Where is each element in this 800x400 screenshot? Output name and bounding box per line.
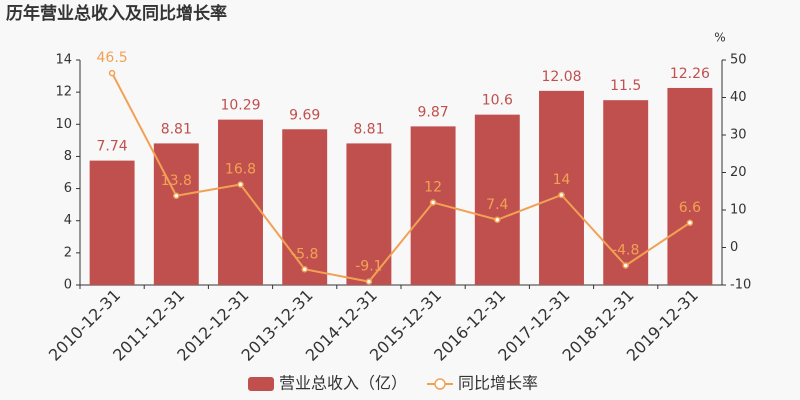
bar-value-label: 11.5 bbox=[610, 78, 641, 94]
bar bbox=[539, 90, 584, 285]
bar bbox=[603, 100, 649, 285]
line-point bbox=[494, 216, 501, 223]
y2-tick-label: 20 bbox=[730, 165, 747, 180]
y2-tick-label: -10 bbox=[730, 278, 751, 293]
y-tick-label: 10 bbox=[55, 117, 72, 132]
bar-value-label: 10.29 bbox=[220, 98, 260, 114]
line-value-label: -5.8 bbox=[291, 246, 318, 262]
bar bbox=[218, 119, 263, 285]
line-point bbox=[429, 199, 437, 206]
bar bbox=[89, 160, 135, 285]
line-point bbox=[237, 181, 244, 188]
line-point bbox=[108, 69, 116, 77]
line-value-label: 13.8 bbox=[161, 173, 192, 189]
line-point bbox=[558, 191, 565, 199]
y2-tick-label: 50 bbox=[730, 53, 747, 68]
y-tick-label: 0 bbox=[64, 278, 72, 293]
line-point bbox=[301, 266, 308, 273]
line-value-label: 46.5 bbox=[97, 50, 128, 66]
bar-value-label: 9.69 bbox=[289, 107, 320, 123]
line-value-label: -9.1 bbox=[355, 259, 382, 275]
bar-value-label: 8.81 bbox=[353, 121, 384, 137]
y2-tick-label: 10 bbox=[730, 203, 747, 218]
line-value-label: 16.8 bbox=[225, 162, 256, 178]
y-tick-label: 6 bbox=[64, 181, 72, 196]
y-tick-label: 14 bbox=[55, 53, 72, 68]
line-value-label: 12 bbox=[424, 180, 442, 196]
bar-value-label: 12.08 bbox=[541, 69, 581, 85]
legend-swatch bbox=[248, 377, 274, 391]
y-tick-label: 12 bbox=[55, 85, 72, 100]
line-value-label: 14 bbox=[553, 172, 571, 188]
y2-axis-label: % bbox=[714, 31, 725, 45]
y2-tick-label: 30 bbox=[730, 128, 747, 143]
y-tick-label: 4 bbox=[64, 213, 72, 228]
bar bbox=[667, 87, 713, 285]
bar-value-label: 12.26 bbox=[670, 66, 710, 82]
line-point bbox=[173, 192, 180, 199]
bar bbox=[346, 143, 392, 285]
y-tick-label: 8 bbox=[64, 149, 72, 164]
bar bbox=[282, 129, 328, 285]
line-point bbox=[365, 278, 373, 285]
chart-title: 历年营业总收入及同比增长率 bbox=[6, 3, 227, 24]
bar-value-label: 9.87 bbox=[418, 104, 449, 120]
line-point bbox=[686, 219, 694, 226]
line bbox=[111, 72, 691, 283]
line-value-label: 7.4 bbox=[486, 197, 508, 213]
y-tick-label: 2 bbox=[64, 245, 72, 260]
y2-tick-label: 40 bbox=[730, 90, 747, 105]
legend-swatch bbox=[434, 378, 446, 390]
bar-value-label: 7.74 bbox=[97, 139, 128, 155]
line-value-label: 6.6 bbox=[679, 200, 701, 216]
y2-tick-label: 0 bbox=[730, 240, 738, 255]
bar-value-label: 8.81 bbox=[161, 121, 192, 137]
bar-value-label: 10.6 bbox=[482, 93, 513, 109]
line-point bbox=[622, 262, 629, 269]
line-value-label: -4.8 bbox=[612, 243, 639, 259]
bar bbox=[474, 114, 520, 286]
legend-label: 营业总收入（亿） bbox=[279, 374, 407, 393]
legend-label: 同比增长率 bbox=[458, 374, 538, 393]
